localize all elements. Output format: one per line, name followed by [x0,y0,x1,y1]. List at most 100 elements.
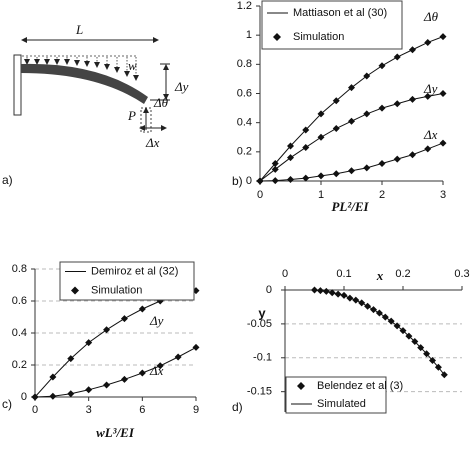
y-tick-label: 0.8 [12,263,27,275]
y-tick-label: 0.8 [237,58,252,70]
x-tick-label: 0.1 [336,268,351,280]
marker [363,72,371,80]
y-tick-label: 0.4 [12,327,27,339]
marker [332,97,340,105]
marker [363,110,371,118]
chart: 0 0.2 0.4 0.6 0.8 0 3 6 9 wL³/EI c) Δy Δx Demiroz et … [2,261,200,440]
wall [13,54,22,116]
x-tick-label: 0 [257,189,263,201]
marker [138,305,146,313]
diagram-label: Δx [145,135,160,150]
diagram-label: w [128,58,137,73]
marker [287,176,294,184]
panel-label: c) [2,397,12,411]
legend-box [261,0,403,50]
x-tick-label: 3 [440,189,446,201]
series-line [34,290,197,398]
beam [21,63,148,104]
marker [174,353,182,361]
legend-box [59,261,195,301]
marker [317,110,325,118]
legend-label: Simulation [91,284,142,296]
panel-label: b) [232,174,243,188]
marker [120,375,128,383]
marker [156,362,164,370]
y-tick-label: -0.1 [253,352,272,364]
marker [103,326,111,334]
marker [302,143,310,151]
y-tick-label: -0.15 [247,386,272,398]
y-tick-label: 0 [246,175,252,187]
marker [67,355,75,363]
marker [85,386,93,394]
marker [378,160,386,167]
y-tick-label: 1.2 [237,0,252,12]
legend-box [285,376,387,414]
marker [120,315,128,323]
legend-marker [273,33,281,41]
series-line [314,289,445,376]
y-tick-label: 1 [246,29,252,41]
diagram-label: Δy [174,79,189,94]
marker [424,38,432,46]
series-line [34,346,197,398]
series-line [259,36,444,182]
marker [409,151,416,159]
x-tick-label: 9 [193,404,199,416]
chart: 0 -0.05 -0.1 -0.15 0 0.1 0.2 0.3 x y d) Belendez et… [232,268,470,414]
marker [332,170,340,178]
y-tick-label: 0.2 [12,359,27,371]
x-axis-label: x [376,268,384,283]
y-tick-label: -0.05 [247,318,272,330]
marker [439,139,447,147]
x-tick-label: 0 [32,404,38,416]
diagram-label: L [75,22,83,37]
panel-label: a) [2,173,13,187]
marker [271,165,279,173]
marker [424,145,432,153]
y-tick-label: 0.2 [237,146,252,158]
marker [317,172,325,180]
legend-label: Simulated [317,398,366,410]
y-tick-label: 0.6 [12,295,27,307]
x-tick-label: 0 [282,268,288,280]
marker [302,126,310,134]
marker [348,117,355,125]
y-axis-label: y [258,305,266,320]
marker [378,104,386,112]
legend-marker [297,382,305,390]
legend-label: Demiroz et al (32) [91,265,178,277]
marker [348,84,355,92]
marker [317,133,325,141]
marker [192,343,200,351]
marker [49,373,57,381]
legend-label: Mattiason et al (30) [293,7,387,19]
panel-label: d) [232,400,243,414]
marker [424,92,432,100]
curve-label: Δy [149,313,164,328]
curve-label: Δx [149,363,164,378]
load-arrows [24,57,139,81]
x-tick-label: 1 [318,189,324,201]
x-axis-label: wL³/EI [96,425,135,440]
diagram-label: P [127,108,136,123]
marker [302,174,310,182]
marker [393,53,401,61]
x-tick-label: 6 [139,404,145,416]
curve-label: Δx [423,127,438,142]
legend-label: Simulation [293,31,344,43]
marker [49,392,57,400]
marker [271,177,279,185]
marker [393,100,401,108]
marker [332,125,340,132]
marker [256,177,264,185]
marker [439,90,447,97]
y-tick-label: 0.6 [237,87,252,99]
diagram: L w Δy Δθ P Δx a) [2,22,189,187]
x-tick-label: 2 [379,189,385,201]
marker [31,393,39,401]
curve-label: Δy [423,81,438,96]
x-tick-label: 0.3 [454,268,469,280]
x-tick-label: 0.2 [395,268,410,280]
